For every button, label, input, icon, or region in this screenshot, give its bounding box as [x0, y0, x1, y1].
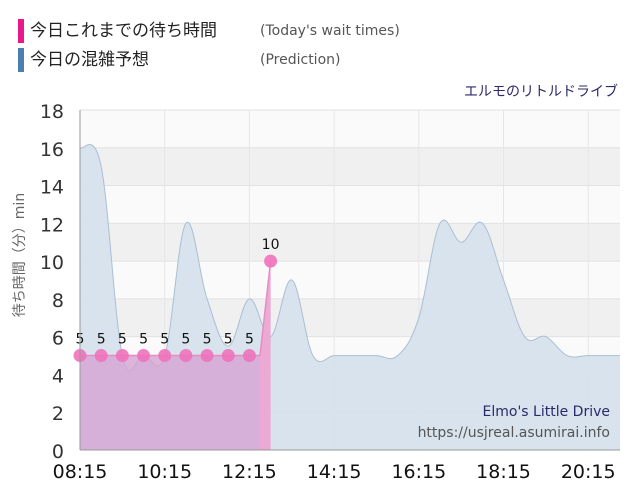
actual-marker: [264, 254, 278, 268]
legend-label-actual: 今日これまでの待ち時間: [30, 21, 217, 41]
data-label: 10: [262, 237, 280, 253]
actual-marker: [242, 349, 256, 363]
actual-marker: [158, 349, 172, 363]
y-tick-label: 8: [52, 290, 64, 312]
axes: 0 2 4 6 8 10 12 14 16 18 08:15 10:15 12:15 14:15 16:15…: [40, 101, 620, 483]
x-tick-label: 08:15: [53, 461, 108, 483]
actual-marker: [115, 349, 129, 363]
y-tick-label: 0: [52, 441, 64, 463]
data-label: 5: [245, 332, 254, 348]
data-label: 5: [97, 332, 106, 348]
actual-rise-area: [260, 261, 271, 450]
data-label: 5: [181, 332, 190, 348]
y-axis-label: 待ち時間（分）min: [12, 193, 28, 317]
y-tick-label: 12: [40, 214, 64, 236]
chart-subtitle: Elmo's Little Drive: [483, 404, 610, 420]
chart-source: https://usjreal.asumirai.info: [418, 425, 610, 441]
chart-title: エルモのリトルドライブ: [464, 83, 618, 100]
data-label: 5: [160, 332, 169, 348]
legend-sub-actual: (Today's wait times): [260, 23, 400, 39]
actual-marker: [94, 349, 108, 363]
x-tick-label: 20:15: [561, 461, 616, 483]
y-tick-label: 18: [40, 101, 64, 123]
actual-marker: [200, 349, 214, 363]
x-tick-label: 14:15: [307, 461, 362, 483]
data-label: 5: [203, 332, 212, 348]
legend-swatch-actual: [18, 19, 24, 43]
legend-label-predict: 今日の混雑予想: [30, 50, 149, 70]
y-tick-label: 14: [40, 177, 64, 199]
grid-band: [80, 147, 620, 186]
actual-line: [80, 261, 272, 357]
legend-swatch-predict: [18, 48, 24, 72]
grid-band: [80, 223, 620, 262]
actual-marker: [179, 349, 193, 363]
y-tick-label: 10: [40, 252, 64, 274]
x-tick-label: 10:15: [137, 461, 192, 483]
y-tick-label: 4: [52, 365, 64, 387]
x-tick-label: 12:15: [222, 461, 277, 483]
data-label: 5: [224, 332, 233, 348]
x-tick-label: 18:15: [476, 461, 531, 483]
data-label: 5: [139, 332, 148, 348]
y-tick-label: 6: [52, 328, 64, 350]
legend-sub-predict: (Prediction): [260, 52, 341, 68]
x-tick-label: 16:15: [391, 461, 446, 483]
data-label: 5: [118, 332, 127, 348]
y-tick-label: 2: [52, 403, 64, 425]
series-layer: 5 5 5 5 5 5 5 5 510: [73, 144, 620, 451]
actual-marker: [221, 349, 235, 363]
y-tick-label: 16: [40, 139, 64, 161]
actual-marker: [137, 349, 151, 363]
legend: 今日これまでの待ち時間 (Today's wait times) 今日の混雑予想…: [0, 0, 640, 80]
